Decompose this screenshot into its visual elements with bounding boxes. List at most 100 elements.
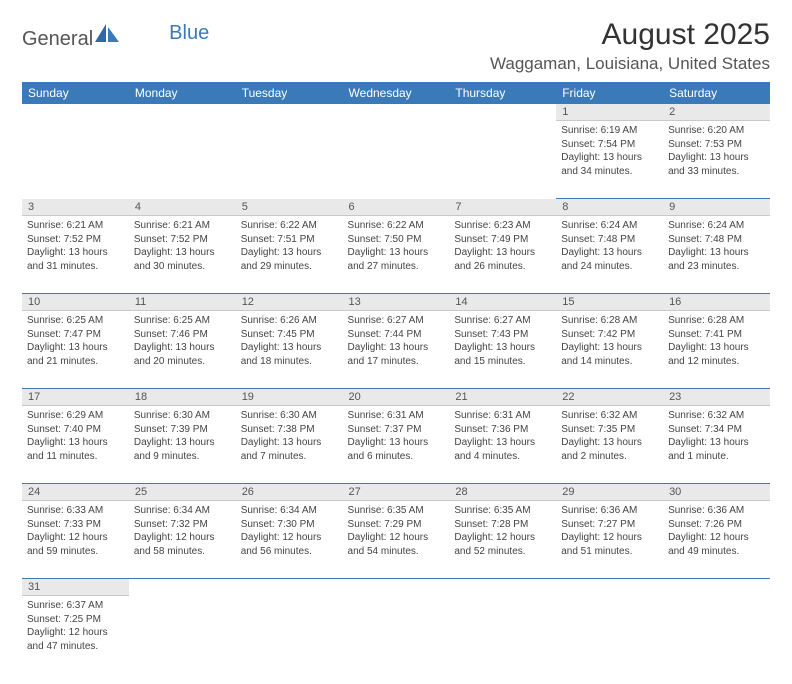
daylight-line: Daylight: 12 hours xyxy=(27,626,124,640)
daylight-line: and 1 minute. xyxy=(668,450,765,464)
daylight-line: and 49 minutes. xyxy=(668,545,765,559)
daylight-line: and 59 minutes. xyxy=(27,545,124,559)
daylight-line: Daylight: 13 hours xyxy=(561,341,658,355)
sunrise-line: Sunrise: 6:21 AM xyxy=(134,219,231,233)
sunset-line: Sunset: 7:32 PM xyxy=(134,518,231,532)
daylight-line: Daylight: 13 hours xyxy=(561,246,658,260)
sunset-line: Sunset: 7:41 PM xyxy=(668,328,765,342)
sunset-line: Sunset: 7:46 PM xyxy=(134,328,231,342)
day-cell: Sunrise: 6:32 AMSunset: 7:34 PMDaylight:… xyxy=(663,406,770,484)
daynum-row: 17181920212223 xyxy=(22,389,770,406)
day-number-cell: 23 xyxy=(663,389,770,406)
day-cell xyxy=(343,121,450,199)
sunrise-line: Sunrise: 6:24 AM xyxy=(561,219,658,233)
day-cell: Sunrise: 6:36 AMSunset: 7:26 PMDaylight:… xyxy=(663,501,770,579)
daylight-line: and 29 minutes. xyxy=(241,260,338,274)
sunset-line: Sunset: 7:51 PM xyxy=(241,233,338,247)
daylight-line: and 9 minutes. xyxy=(134,450,231,464)
daylight-line: and 26 minutes. xyxy=(454,260,551,274)
daynum-row: 31 xyxy=(22,579,770,596)
day-number-cell: 20 xyxy=(343,389,450,406)
weekday-header: Monday xyxy=(129,82,236,104)
header-row: General Blue August 2025 Waggaman, Louis… xyxy=(22,18,770,74)
sunset-line: Sunset: 7:29 PM xyxy=(348,518,445,532)
day-cell: Sunrise: 6:27 AMSunset: 7:44 PMDaylight:… xyxy=(343,311,450,389)
daylight-line: and 12 minutes. xyxy=(668,355,765,369)
brand-logo: General Blue xyxy=(22,18,209,51)
sunrise-line: Sunrise: 6:27 AM xyxy=(454,314,551,328)
sail-icon xyxy=(95,24,121,49)
day-cell: Sunrise: 6:29 AMSunset: 7:40 PMDaylight:… xyxy=(22,406,129,484)
day-number-cell xyxy=(449,579,556,596)
daylight-line: and 51 minutes. xyxy=(561,545,658,559)
weekday-header: Sunday xyxy=(22,82,129,104)
daylight-line: and 58 minutes. xyxy=(134,545,231,559)
daylight-line: and 47 minutes. xyxy=(27,640,124,654)
sunset-line: Sunset: 7:34 PM xyxy=(668,423,765,437)
daylight-line: and 6 minutes. xyxy=(348,450,445,464)
sunrise-line: Sunrise: 6:30 AM xyxy=(134,409,231,423)
day-cell xyxy=(129,121,236,199)
day-number-cell: 16 xyxy=(663,294,770,311)
brand-part2: Blue xyxy=(169,22,209,45)
sunset-line: Sunset: 7:48 PM xyxy=(668,233,765,247)
daylight-line: Daylight: 13 hours xyxy=(668,341,765,355)
day-cell xyxy=(449,121,556,199)
day-number-cell: 17 xyxy=(22,389,129,406)
day-number-cell: 26 xyxy=(236,484,343,501)
day-content-row: Sunrise: 6:29 AMSunset: 7:40 PMDaylight:… xyxy=(22,406,770,484)
daylight-line: Daylight: 12 hours xyxy=(348,531,445,545)
sunrise-line: Sunrise: 6:22 AM xyxy=(241,219,338,233)
day-cell: Sunrise: 6:30 AMSunset: 7:39 PMDaylight:… xyxy=(129,406,236,484)
day-cell: Sunrise: 6:30 AMSunset: 7:38 PMDaylight:… xyxy=(236,406,343,484)
weekday-header: Wednesday xyxy=(343,82,450,104)
day-cell: Sunrise: 6:27 AMSunset: 7:43 PMDaylight:… xyxy=(449,311,556,389)
day-cell: Sunrise: 6:20 AMSunset: 7:53 PMDaylight:… xyxy=(663,121,770,199)
day-number-cell xyxy=(449,104,556,121)
sunset-line: Sunset: 7:25 PM xyxy=(27,613,124,627)
daylight-line: Daylight: 13 hours xyxy=(348,436,445,450)
daylight-line: and 30 minutes. xyxy=(134,260,231,274)
sunrise-line: Sunrise: 6:31 AM xyxy=(454,409,551,423)
sunset-line: Sunset: 7:39 PM xyxy=(134,423,231,437)
day-cell: Sunrise: 6:31 AMSunset: 7:37 PMDaylight:… xyxy=(343,406,450,484)
day-number-cell xyxy=(129,579,236,596)
day-number-cell: 6 xyxy=(343,199,450,216)
day-cell: Sunrise: 6:22 AMSunset: 7:50 PMDaylight:… xyxy=(343,216,450,294)
sunrise-line: Sunrise: 6:29 AM xyxy=(27,409,124,423)
day-number-cell: 2 xyxy=(663,104,770,121)
calendar-table: Sunday Monday Tuesday Wednesday Thursday… xyxy=(22,82,770,674)
daynum-row: 12 xyxy=(22,104,770,121)
day-cell xyxy=(236,121,343,199)
day-number-cell: 10 xyxy=(22,294,129,311)
day-cell: Sunrise: 6:21 AMSunset: 7:52 PMDaylight:… xyxy=(129,216,236,294)
sunset-line: Sunset: 7:49 PM xyxy=(454,233,551,247)
day-number-cell: 27 xyxy=(343,484,450,501)
daylight-line: and 15 minutes. xyxy=(454,355,551,369)
day-number-cell: 22 xyxy=(556,389,663,406)
day-cell: Sunrise: 6:19 AMSunset: 7:54 PMDaylight:… xyxy=(556,121,663,199)
sunset-line: Sunset: 7:47 PM xyxy=(27,328,124,342)
day-number-cell: 7 xyxy=(449,199,556,216)
day-number-cell: 13 xyxy=(343,294,450,311)
day-number-cell xyxy=(129,104,236,121)
day-number-cell: 19 xyxy=(236,389,343,406)
day-number-cell: 5 xyxy=(236,199,343,216)
sunrise-line: Sunrise: 6:35 AM xyxy=(454,504,551,518)
day-cell: Sunrise: 6:28 AMSunset: 7:42 PMDaylight:… xyxy=(556,311,663,389)
day-number-cell: 14 xyxy=(449,294,556,311)
sunrise-line: Sunrise: 6:19 AM xyxy=(561,124,658,138)
day-number-cell: 4 xyxy=(129,199,236,216)
sunset-line: Sunset: 7:28 PM xyxy=(454,518,551,532)
daylight-line: and 31 minutes. xyxy=(27,260,124,274)
weekday-header: Friday xyxy=(556,82,663,104)
day-cell: Sunrise: 6:21 AMSunset: 7:52 PMDaylight:… xyxy=(22,216,129,294)
sunset-line: Sunset: 7:26 PM xyxy=(668,518,765,532)
sunset-line: Sunset: 7:48 PM xyxy=(561,233,658,247)
daylight-line: and 56 minutes. xyxy=(241,545,338,559)
sunrise-line: Sunrise: 6:21 AM xyxy=(27,219,124,233)
sunset-line: Sunset: 7:50 PM xyxy=(348,233,445,247)
day-number-cell: 9 xyxy=(663,199,770,216)
daylight-line: Daylight: 13 hours xyxy=(668,151,765,165)
day-cell: Sunrise: 6:34 AMSunset: 7:30 PMDaylight:… xyxy=(236,501,343,579)
